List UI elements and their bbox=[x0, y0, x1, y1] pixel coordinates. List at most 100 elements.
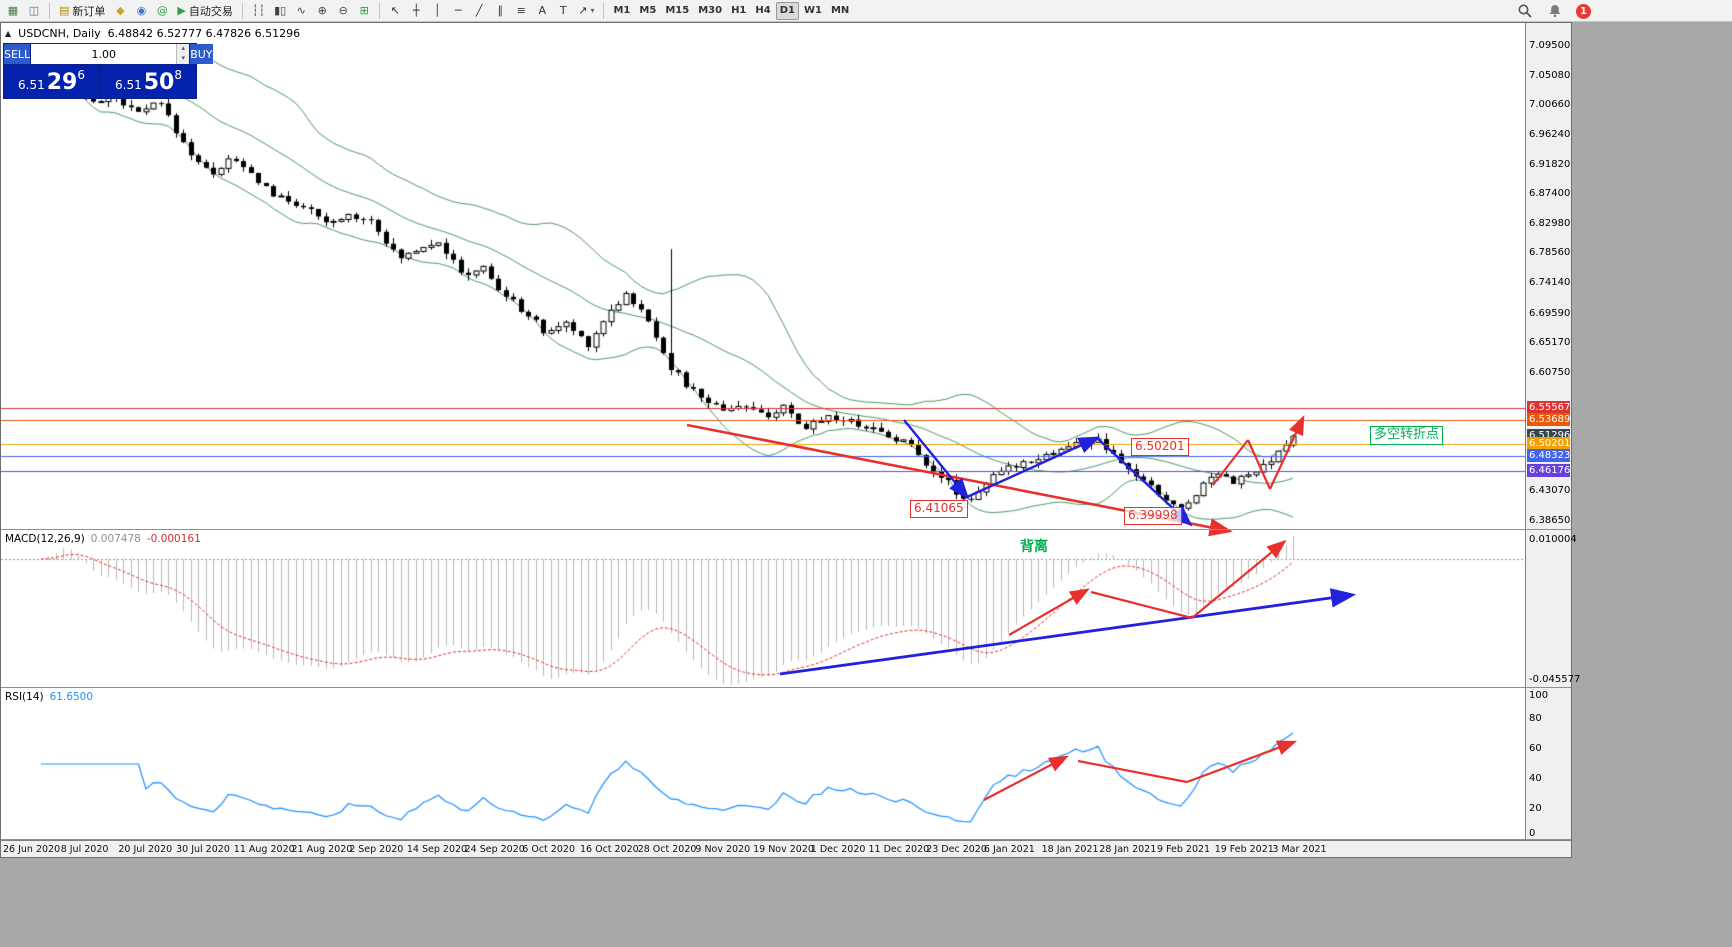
sell-price-prefix: 6.51 bbox=[18, 78, 45, 92]
rsi-axis-tick: 80 bbox=[1529, 713, 1542, 724]
price-tick: 6.74140 bbox=[1529, 277, 1571, 289]
alert-icon[interactable] bbox=[1546, 2, 1564, 20]
sell-button[interactable]: SELL bbox=[4, 44, 31, 64]
price-tick: 6.60750 bbox=[1529, 366, 1571, 378]
volume-spinner: ▴ ▾ bbox=[176, 44, 190, 64]
rsi-axis-tick: 100 bbox=[1529, 690, 1549, 701]
chart-area: 6.50201 6.41065 6.39998 多空转折点 背离 ▲ USDCNH, D… bbox=[0, 22, 1580, 858]
chart-title: ▲ USDCNH, Daily 6.48842 6.52777 6.47826 … bbox=[5, 27, 300, 40]
date-tick: 18 Jan 2021 bbox=[1041, 844, 1099, 855]
crosshair-tool-button[interactable]: ┼ bbox=[406, 2, 426, 20]
label-tool-icon: T bbox=[559, 4, 567, 17]
price-badge: 6.46176 bbox=[1527, 463, 1571, 477]
buy-price-button[interactable]: 6.51 50 8 bbox=[101, 65, 196, 98]
timeframe-m30-button[interactable]: M30 bbox=[698, 5, 723, 16]
rsi-axis-tick: 20 bbox=[1529, 803, 1542, 814]
market-watch-button[interactable]: ◉ bbox=[131, 2, 151, 20]
macd-indicator-label: MACD(12,26,9) 0.007478 -0.000161 bbox=[5, 533, 201, 545]
date-tick: 8 Jul 2020 bbox=[60, 844, 109, 855]
sell-price-pips: 29 bbox=[46, 70, 78, 95]
mql5-community-button[interactable]: @ bbox=[152, 2, 172, 20]
zoom-in-icon: ⊕ bbox=[317, 4, 327, 17]
panel-separator[interactable] bbox=[1, 687, 1571, 688]
line-chart-mode-button[interactable]: ∿ bbox=[291, 2, 311, 20]
horizontal-line-tool-button[interactable]: ─ bbox=[448, 2, 468, 20]
rsi-axis-tick: 60 bbox=[1529, 743, 1542, 754]
cursor-tool-button[interactable]: ↖ bbox=[385, 2, 405, 20]
shapes-tool-icon: ↗ bbox=[578, 4, 588, 17]
date-tick: 11 Dec 2020 bbox=[868, 844, 930, 855]
volume-down-button[interactable]: ▾ bbox=[177, 54, 190, 64]
macd-axis-tick: 0.010004 bbox=[1529, 534, 1577, 545]
timeframe-m5-button[interactable]: M5 bbox=[639, 5, 657, 16]
zoom-out-button[interactable]: ⊖ bbox=[333, 2, 353, 20]
line-chart-mode-icon: ∿ bbox=[296, 4, 306, 17]
bar-chart-mode-button[interactable]: ┆┆ bbox=[248, 2, 269, 20]
metaeditor-button[interactable]: ◆ bbox=[110, 2, 130, 20]
price-tick: 7.09500 bbox=[1529, 40, 1571, 51]
macd-signal-value: -0.000161 bbox=[146, 533, 201, 545]
zoom-in-button[interactable]: ⊕ bbox=[312, 2, 332, 20]
date-tick: 2 Sep 2020 bbox=[349, 844, 404, 855]
price-tick: 6.96240 bbox=[1529, 128, 1571, 140]
trendline-tool-button[interactable]: ╱ bbox=[469, 2, 489, 20]
toolbar-separator bbox=[49, 2, 50, 19]
timeframe-m1-button[interactable]: M1 bbox=[613, 5, 631, 16]
toolbar-separator bbox=[379, 2, 381, 19]
buy-button[interactable]: BUY bbox=[190, 44, 213, 64]
rsi-name: RSI(14) bbox=[5, 691, 44, 703]
horizontal-line-tool-icon: ─ bbox=[454, 4, 462, 17]
new-order-label: 新订单 bbox=[72, 4, 106, 18]
price-tick: 6.82980 bbox=[1529, 217, 1571, 229]
timeframe-w1-button[interactable]: W1 bbox=[803, 5, 822, 16]
price-axis[interactable]: 7.09500 7.05080 7.00660 6.96240 6.91820 6.874… bbox=[1525, 23, 1580, 857]
timeframe-h4-button[interactable]: H4 bbox=[755, 5, 771, 16]
search-icon[interactable] bbox=[1516, 2, 1534, 20]
trendline-tool-icon: ╱ bbox=[475, 4, 483, 17]
price-chart-canvas[interactable] bbox=[1, 23, 1525, 857]
notification-badge[interactable]: 1 bbox=[1576, 3, 1591, 19]
price-tick: 6.87400 bbox=[1529, 188, 1571, 200]
volume-field: ▴ ▾ bbox=[31, 44, 190, 64]
timeframe-mn-button[interactable]: MN bbox=[830, 5, 850, 16]
candlestick-mode-button[interactable]: ▮▯ bbox=[270, 2, 290, 20]
volume-up-button[interactable]: ▴ bbox=[177, 44, 190, 54]
market-watch-icon: ◉ bbox=[136, 4, 147, 17]
tile-windows-icon: ⊞ bbox=[359, 4, 369, 17]
price-tick: 7.05080 bbox=[1529, 69, 1571, 81]
label-tool-button[interactable]: T bbox=[553, 2, 573, 20]
chart-profiles-button[interactable]: ◫ bbox=[24, 2, 44, 20]
toolbar-separator bbox=[603, 2, 605, 19]
channel-tool-button[interactable]: ∥ bbox=[490, 2, 510, 20]
vertical-line-tool-icon: │ bbox=[433, 4, 441, 17]
vertical-line-tool-button[interactable]: │ bbox=[427, 2, 447, 20]
macd-main-value: 0.007478 bbox=[90, 533, 141, 545]
text-tool-button[interactable]: A bbox=[532, 2, 552, 20]
timeframe-m15-button[interactable]: M15 bbox=[665, 5, 690, 16]
panel-separator[interactable] bbox=[1, 529, 1571, 530]
price-badge: 6.50201 bbox=[1527, 436, 1571, 450]
fibonacci-tool-button[interactable]: ≡ bbox=[511, 2, 531, 20]
new-chart-button[interactable]: ▦ bbox=[3, 2, 23, 20]
buy-price-pips: 50 bbox=[143, 70, 175, 95]
date-tick: 6 Oct 2020 bbox=[522, 844, 575, 855]
new-order-icon: ▤ bbox=[59, 4, 70, 17]
shapes-tool-button[interactable]: ↗ ▾ bbox=[574, 2, 598, 20]
date-tick: 1 Dec 2020 bbox=[810, 844, 866, 855]
date-tick: 28 Oct 2020 bbox=[637, 844, 697, 855]
timeframe-h1-button[interactable]: H1 bbox=[731, 5, 747, 16]
panel-separator[interactable] bbox=[1, 839, 1571, 840]
date-tick: 6 Jan 2021 bbox=[983, 844, 1035, 855]
toolbar-right: 1 bbox=[1516, 2, 1591, 20]
price-badge: 6.48323 bbox=[1527, 449, 1571, 463]
sell-price-button[interactable]: 6.51 29 6 bbox=[4, 65, 99, 98]
macd-name: MACD(12,26,9) bbox=[5, 533, 85, 545]
volume-input[interactable] bbox=[31, 44, 177, 64]
shapes-tool-caret-icon: ▾ bbox=[590, 6, 595, 15]
new-order-button[interactable]: ▤ 新订单 bbox=[55, 2, 109, 20]
auto-trading-button[interactable]: ▶ 自动交易 bbox=[173, 2, 236, 20]
one-click-collapse-arrow[interactable]: ▲ bbox=[5, 29, 12, 38]
timeframe-d1-button[interactable]: D1 bbox=[775, 1, 799, 20]
tile-windows-button[interactable]: ⊞ bbox=[354, 2, 374, 20]
time-axis[interactable]: 26 Jun 2020 8 Jul 2020 20 Jul 2020 30 Jul 2… bbox=[1, 840, 1571, 857]
